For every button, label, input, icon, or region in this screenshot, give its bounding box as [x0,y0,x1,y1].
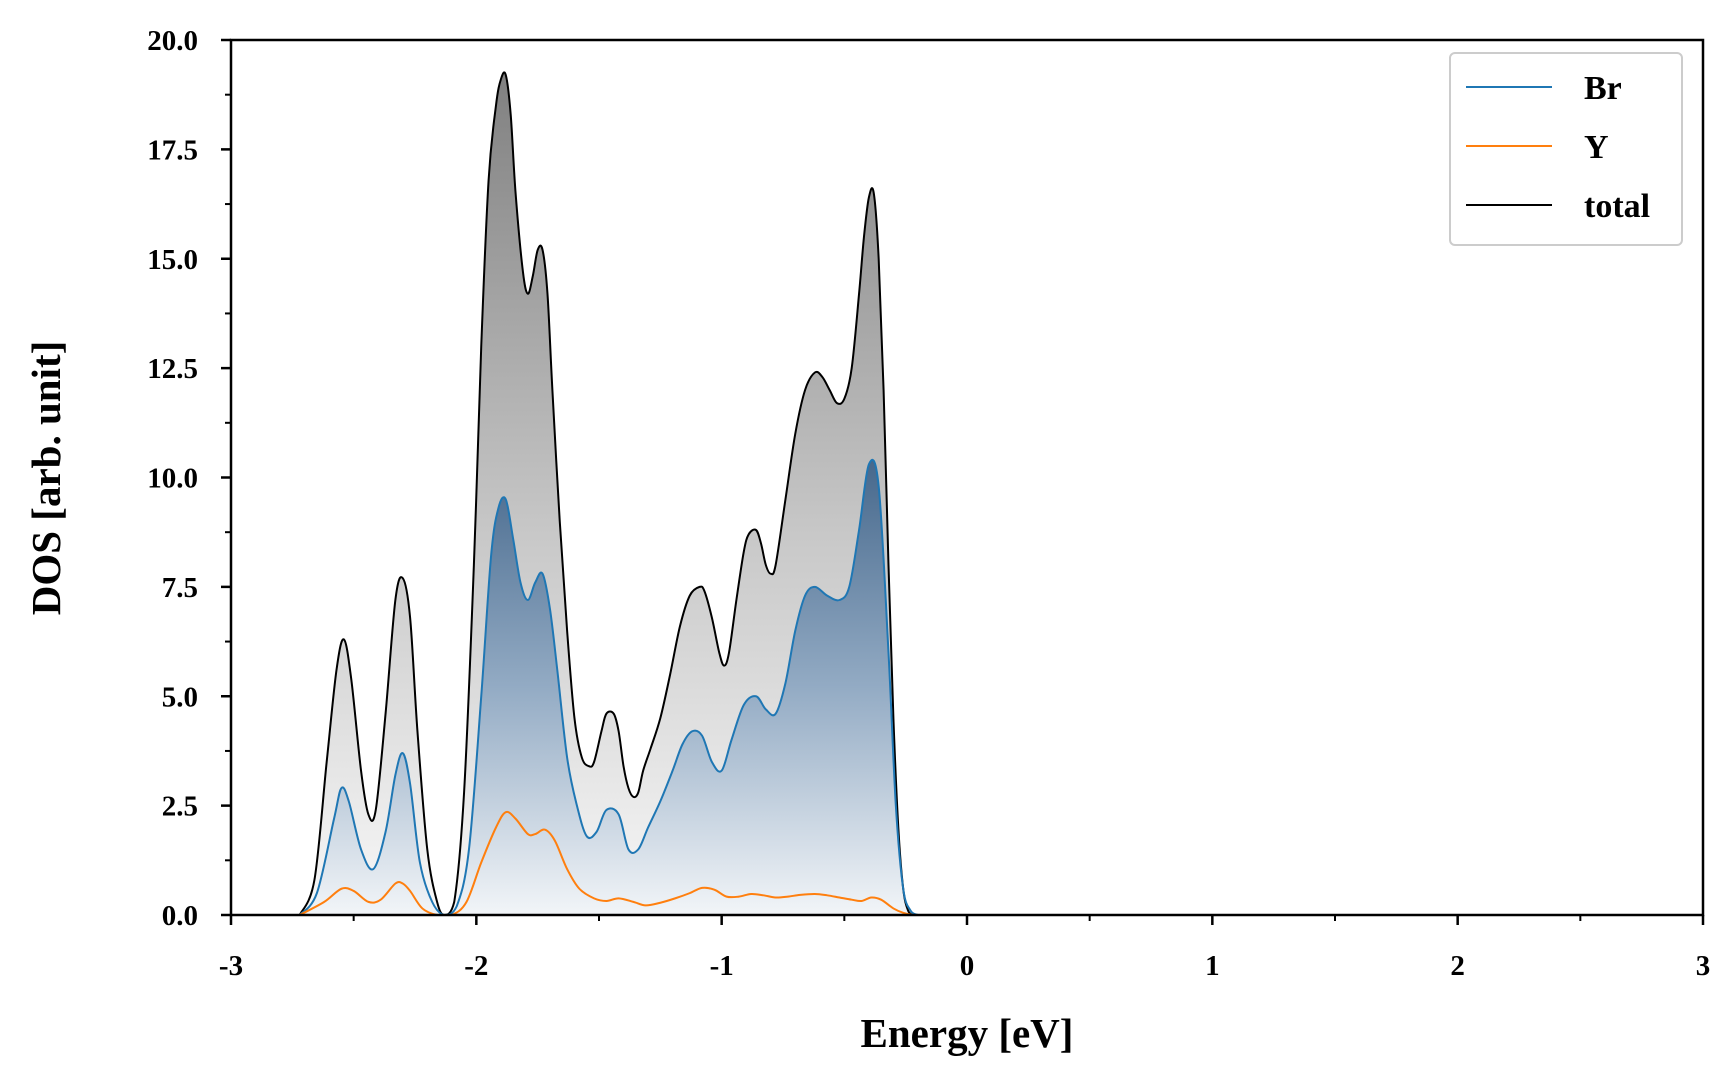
x-tick-label: -3 [219,950,243,982]
y-tick-label: 2.5 [162,791,198,823]
y-tick-label: 10.0 [147,463,198,495]
series-line-total [298,71,914,915]
y-tick-label: 7.5 [162,572,198,604]
y-tick-label: 5.0 [162,681,198,713]
x-tick-label: 1 [1205,950,1220,982]
y-tick-label: 15.0 [147,244,198,276]
legend: Br Y total [1449,52,1683,246]
x-tick-label: -2 [464,950,488,982]
series-line-y [299,810,914,915]
axis-ticks: -3 -2 -1 0 1 2 3 0.0 2.5 5.0 7.5 10.0 12.5 15.0 17.5 20… [147,25,1710,982]
legend-label-y: Y [1584,129,1609,166]
x-tick-label: 2 [1450,950,1465,982]
x-axis-label: Energy [eV] [861,1010,1074,1056]
plot-area [298,71,919,915]
y-tick-label: 17.5 [147,134,198,166]
legend-label-br: Br [1584,70,1622,107]
y-tick-label: 12.5 [147,353,198,385]
x-tick-label: 3 [1696,950,1711,982]
y-axis-label: DOS [arb. unit] [23,341,69,616]
series-line-br [298,458,919,915]
y-tick-label: 20.0 [147,25,198,57]
legend-box [1449,52,1683,246]
x-tick-label: 0 [960,950,975,982]
x-tick-label: -1 [710,950,734,982]
series-fill-br [299,459,918,915]
y-tick-label: 0.0 [162,900,198,932]
legend-label-total: total [1584,188,1650,225]
